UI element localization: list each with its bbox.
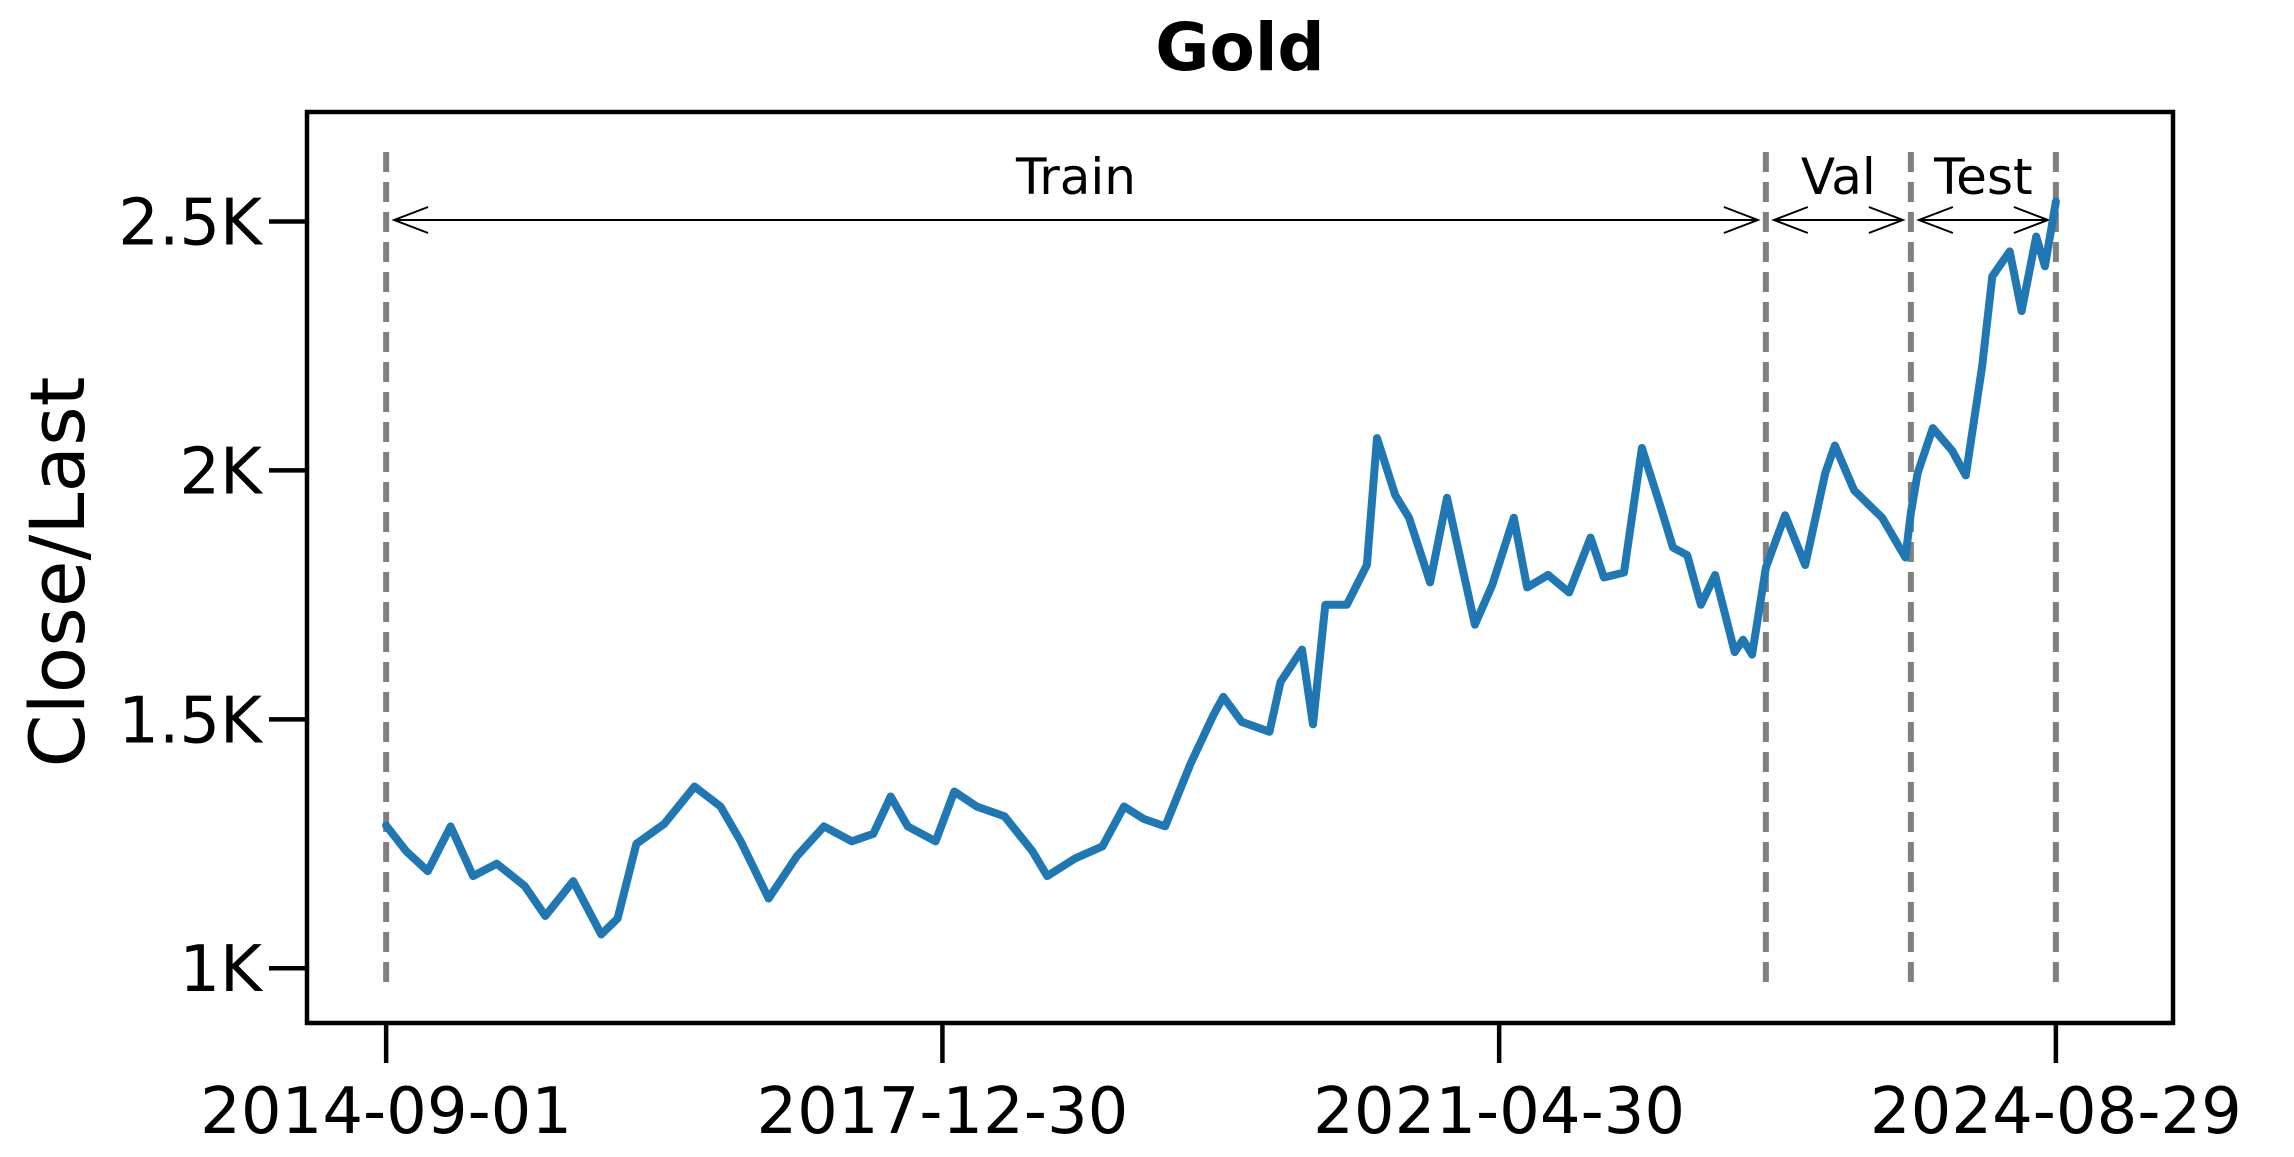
chart-title: Gold [1155,9,1324,86]
x-tick-label: 2021-04-30 [1313,1075,1685,1149]
plot-frame [304,109,2176,1026]
x-tick-label: 2014-09-01 [200,1075,572,1149]
y-tick-label: 1K [179,933,264,1007]
split-label: Train [1015,148,1136,206]
split-arrow-head-left [1771,206,1809,234]
split-boundaries [383,152,2059,985]
split-arrow-head-right [2013,206,2051,234]
y-tick-label: 2K [179,435,264,509]
x-tick-label: 2017-12-30 [756,1075,1128,1149]
y-tick-label: 1.5K [118,684,264,758]
split-arrow-head-left [391,206,429,234]
split-arrow-head-left [1916,206,1954,234]
series-line-0 [382,197,2060,939]
y-axis: 1K 1.5K 2K 2.5K [118,187,307,1007]
split-arrow-head-right [1723,206,1761,234]
split-train-annotation: Train [391,148,1761,234]
x-tick-label: 2024-08-29 [1870,1075,2242,1149]
split-test-annotation: Test [1916,148,2051,234]
y-axis-label: Close/Last [13,377,102,768]
x-axis: 2014-09-01 2017-12-30 2021-04-30 2024-08-29 [200,1023,2242,1149]
split-label: Val [1801,148,1876,206]
split-val-annotation: Val [1771,148,1906,234]
series-layer [382,197,2060,939]
y-tick-label: 2.5K [118,187,264,261]
split-arrow-head-right [1868,206,1906,234]
split-annotations: Train Val Test [391,148,2051,234]
split-label: Test [1933,148,2032,206]
